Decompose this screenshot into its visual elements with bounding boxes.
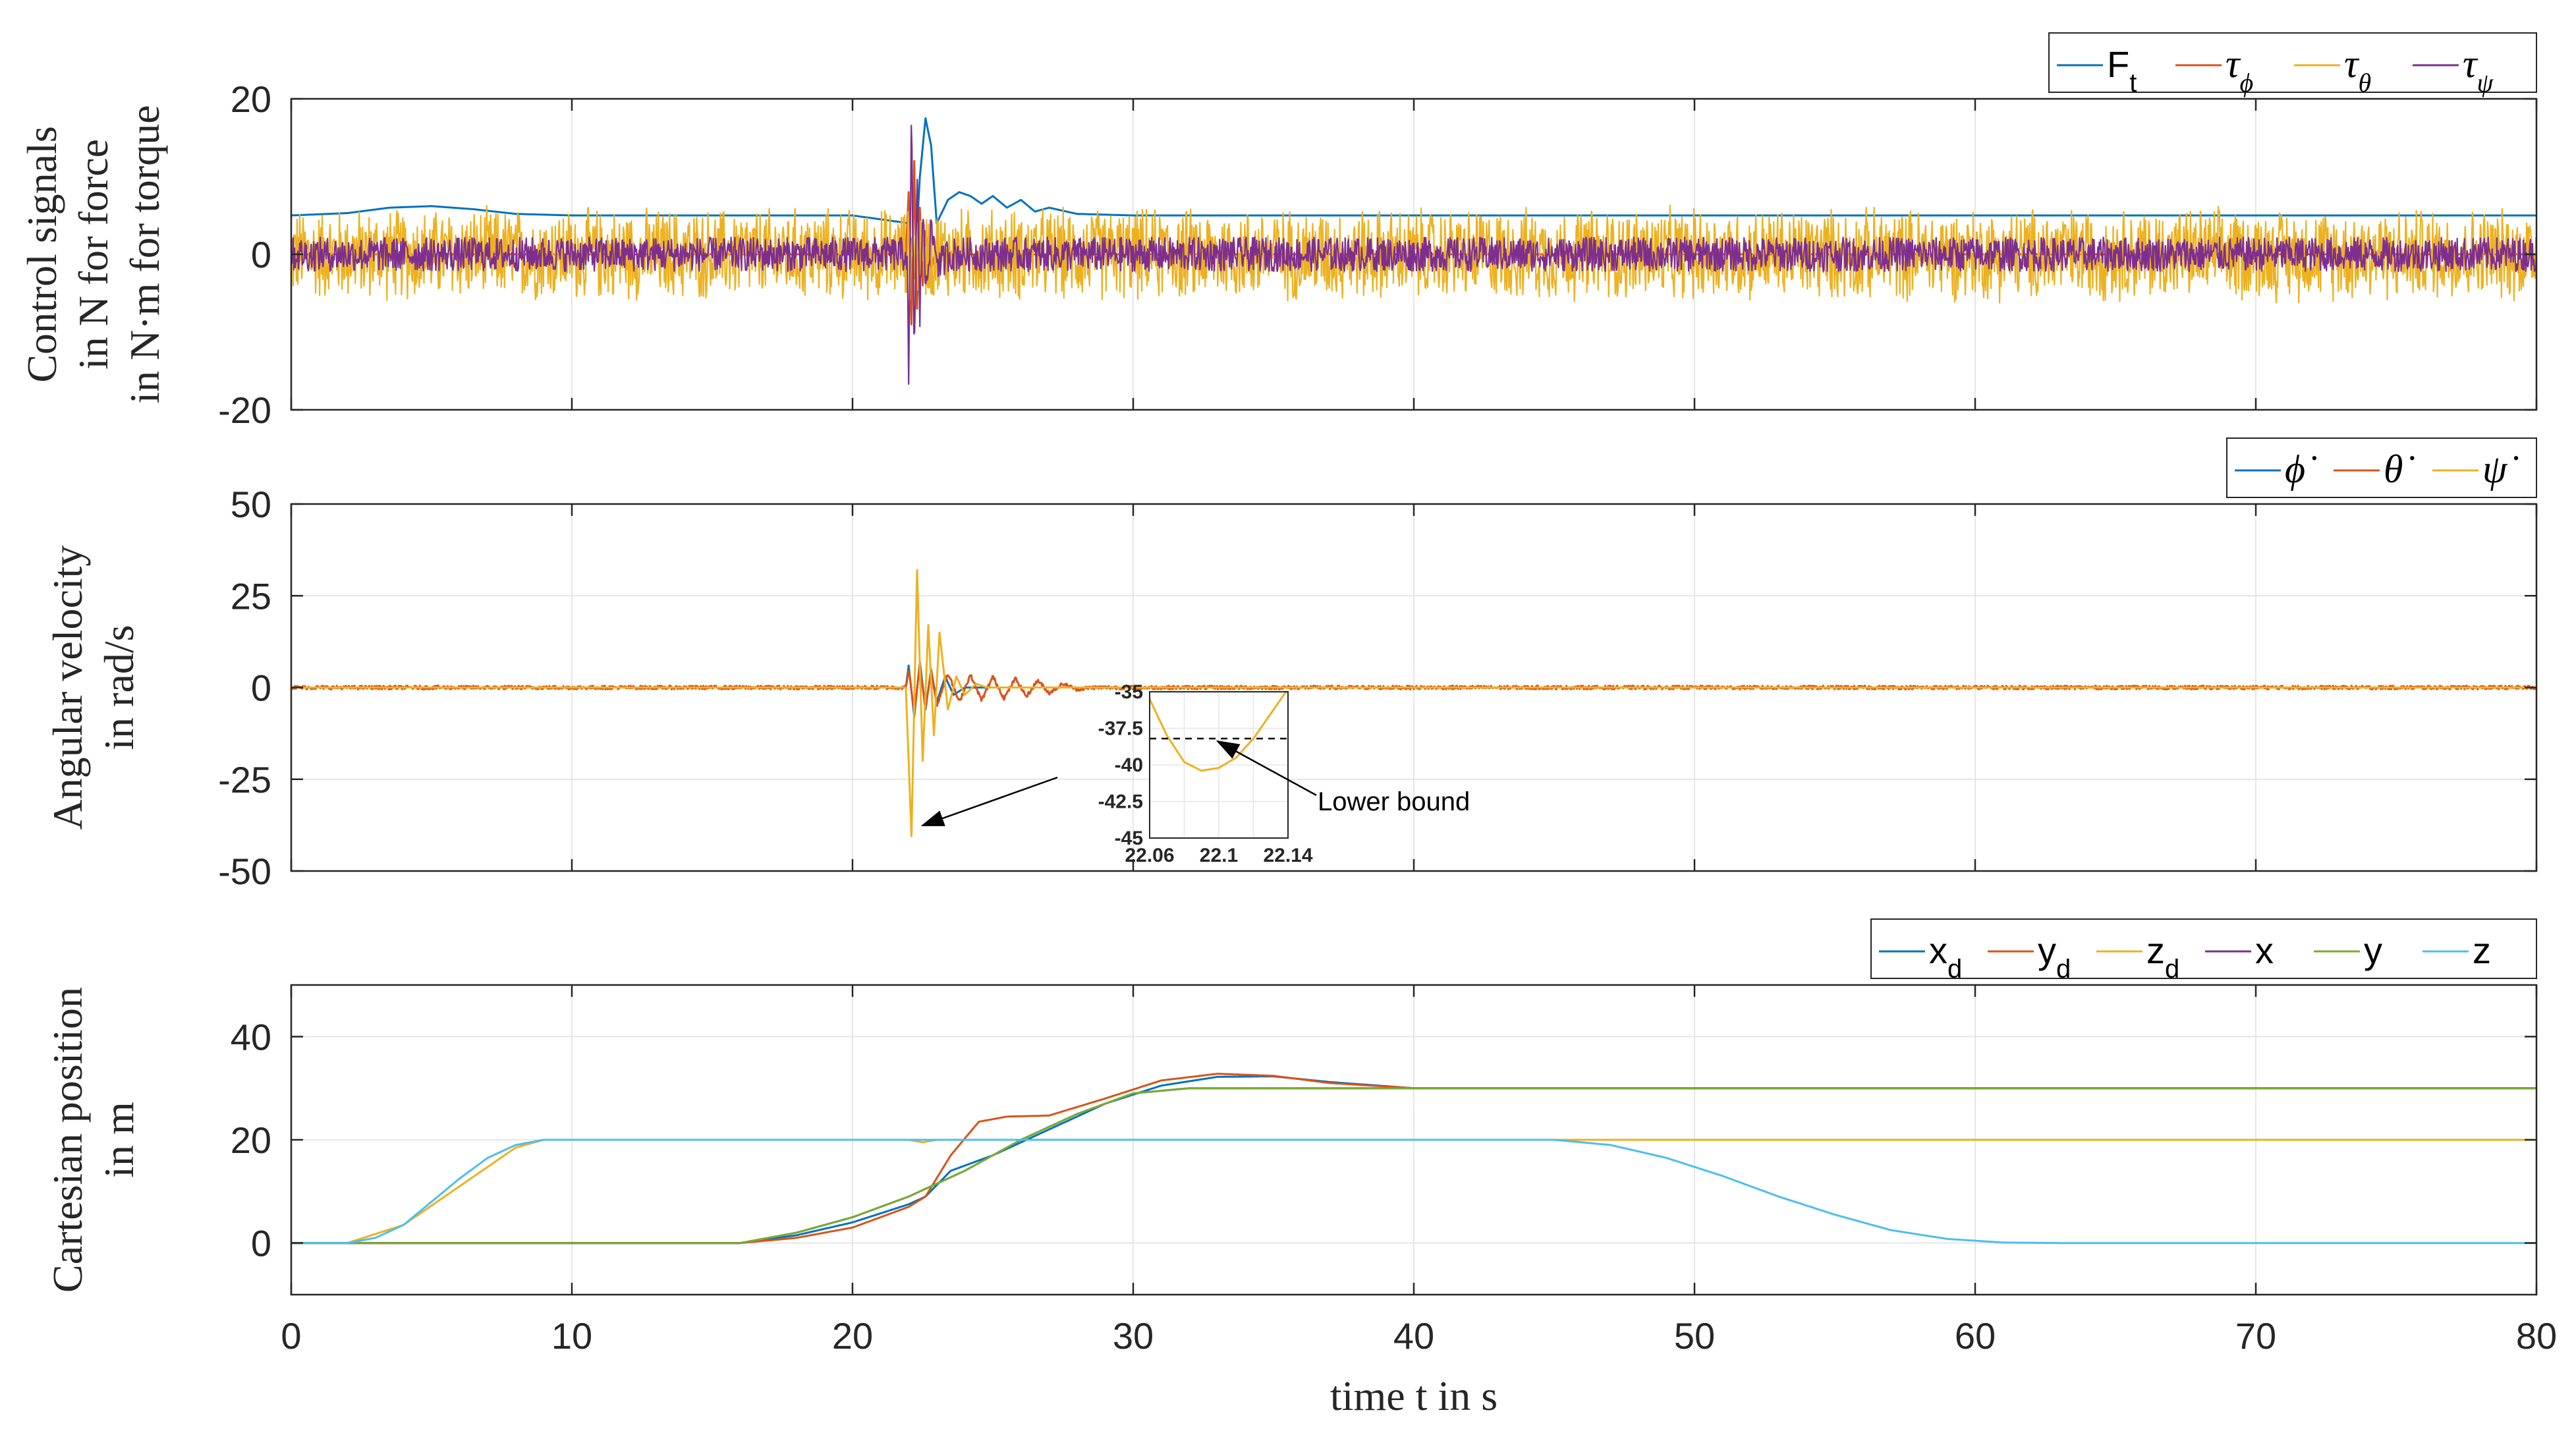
x-tick-label: 30 [1113, 1315, 1154, 1357]
zoom-arrow [920, 776, 1058, 827]
y-axis-label: Cartesian position [44, 987, 91, 1293]
legend: Ft τϕ τθ τψ [2048, 32, 2537, 98]
legend-subscript: ψ [2477, 68, 2494, 98]
y-tick-label: 20 [231, 1119, 271, 1161]
y-axis-label: in m [96, 1102, 142, 1178]
y-axis-label: in N·m for torque [121, 105, 168, 403]
series-line-tau_psi [290, 125, 2538, 385]
y-axis-label: Control signals [18, 126, 65, 382]
x-axis-label: time t in s [1330, 1372, 1498, 1419]
y-tick-label: 0 [251, 1223, 271, 1264]
x-tick-label: 40 [1393, 1315, 1434, 1357]
x-tick-label: 80 [2516, 1315, 2557, 1357]
inset-x-tick-label: 22.1 [1200, 845, 1238, 866]
legend-subscript: t [2129, 69, 2137, 98]
legend-subscript: d [2056, 955, 2071, 984]
y-tick-label: 50 [231, 484, 271, 525]
inset-y-tick-label: -35 [1115, 681, 1143, 703]
y-tick-label: 40 [231, 1016, 271, 1057]
inset-x-tick-label: 22.06 [1125, 845, 1174, 866]
y-tick-label: -20 [218, 389, 271, 431]
lower-bound-annotation: Lower bound [1318, 787, 1470, 816]
series-line-z [291, 1138, 2536, 1245]
x-tick-label: 20 [832, 1315, 873, 1357]
panel-control: -20 0 20 Control signals in N for force in N·… [18, 32, 2538, 431]
y-tick-label: 20 [231, 78, 271, 120]
panel-position: 0 20 40 0 10 20 30 40 50 60 70 80 time t in s Cartesi… [44, 918, 2557, 1419]
legend-subscript: θ [2358, 68, 2371, 98]
x-tick-label: 0 [281, 1315, 301, 1357]
lower-bound-arrow [1216, 740, 1317, 797]
legend-label: x [2255, 930, 2274, 971]
inset-box [1149, 691, 1289, 839]
legend-box [2048, 32, 2537, 93]
y-axis-label: in rad/s [96, 625, 142, 750]
panel-angular: -50 -25 0 25 50 Angular velocity in rad/s ϕ̇ θ̇ ψ… [44, 437, 2538, 892]
legend-label: y [2364, 930, 2382, 971]
legend: xd yd zd x y z [1870, 918, 2537, 984]
y-tick-label: -50 [218, 851, 271, 892]
series-line-F_t [291, 117, 2536, 279]
legend-label: z [2473, 930, 2491, 971]
y-axis-label: in N for force [70, 139, 117, 370]
inset-x-tick-label: 22.14 [1263, 845, 1312, 866]
x-tick-label: 60 [1955, 1315, 1996, 1357]
y-tick-label: 0 [251, 234, 271, 275]
x-tick-label: 70 [2235, 1315, 2276, 1357]
x-tick-label: 10 [551, 1315, 592, 1357]
y-tick-label: -25 [218, 759, 271, 801]
legend: ϕ̇ θ̇ ψ̇ [2226, 437, 2537, 498]
y-tick-label: 25 [231, 575, 271, 617]
x-tick-label: 50 [1674, 1315, 1715, 1357]
y-axis-label: Angular velocity [44, 546, 91, 830]
legend-box [1870, 918, 2537, 979]
inset-y-tick-label: -45 [1115, 828, 1143, 849]
series-line-y [291, 1087, 2536, 1245]
inset-y-tick-label: -37.5 [1098, 718, 1143, 740]
inset-y-tick-label: -40 [1115, 754, 1143, 776]
inset-y-tick-label: -42.5 [1098, 791, 1143, 813]
series-line-psi_dot [291, 569, 2536, 837]
legend-subscript: ϕ [2239, 68, 2253, 98]
inset-curve [1148, 690, 1288, 772]
y-tick-label: 0 [251, 667, 271, 709]
legend-subscript: d [2165, 955, 2179, 984]
legend-subscript: d [1947, 955, 1962, 984]
legend-box [2226, 437, 2537, 498]
